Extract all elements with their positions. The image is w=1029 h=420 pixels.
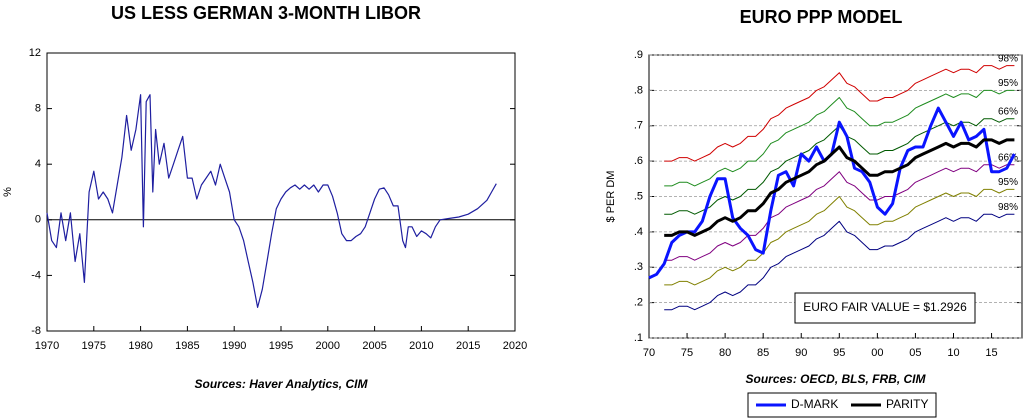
band-label: 66% [998,106,1018,117]
x-tick-label: 90 [795,347,807,359]
y-axis-label: % [2,187,14,197]
x-tick-label: 70 [643,347,655,359]
x-tick-label: 00 [871,347,883,359]
chart: US LESS GERMAN 3-MONTH LIBOR% Sources: Ha… [2,3,527,391]
band-label: 98% [998,53,1018,64]
plot-area [46,52,516,332]
x-tick-label: 2015 [456,340,480,352]
series-line [664,138,1015,237]
x-tick-label: 05 [909,347,921,359]
x-tick-label: 15 [985,347,997,359]
y-tick-label: .8 [634,84,643,96]
y-tick-label: -8 [31,325,41,337]
y-tick-label: .2 [634,297,643,309]
band-line [664,164,1015,261]
legend-label: PARITY [886,397,928,411]
y-tick-label: .6 [634,155,643,167]
band-line [664,213,1015,311]
y-tick-label: 8 [35,103,41,115]
x-tick-label: 1980 [128,340,152,352]
x-tick-label: 95 [833,347,845,359]
x-tick-label: 75 [681,347,693,359]
band-line [664,65,1015,162]
x-tick-label: 80 [719,347,731,359]
legend-label: D-MARK [791,397,838,411]
band-label: 95% [998,177,1018,188]
chart: EURO PPP MODEL $ PER DM Sources: OECD, BLS… [605,7,1023,418]
y-axis-label: $ PER DM [605,171,617,223]
source: Sources: OECD, BLS, FRB, CIM [745,372,926,386]
annotation-box [794,292,976,324]
x-tick-label: 2010 [409,340,433,352]
x-tick-label: 10 [947,347,959,359]
chart-title: EURO PPP MODEL [740,7,903,27]
x-tick-label: 1975 [82,340,106,352]
y-tick-label: .7 [634,120,643,132]
x-tick-label: 1985 [175,340,199,352]
y-tick-label: 0 [35,214,41,226]
y-tick-label: 12 [29,47,41,59]
y-tick-label: -4 [31,269,41,281]
x-tick-label: 2000 [316,340,340,352]
y-tick-label: 4 [35,158,41,170]
line [46,94,497,308]
x-tick-label: 1990 [222,340,246,352]
annotation: EURO FAIR VALUE = $1.2926 [803,300,967,314]
x-tick-label: 1970 [35,340,59,352]
source: Sources: Haver Analytics, CIM [195,377,369,391]
x-tick-label: 2020 [503,340,527,352]
y-tick-label: .5 [634,190,643,202]
x-tick-label: 1995 [269,340,293,352]
y-tick-label: .9 [634,49,643,61]
chart-title: US LESS GERMAN 3-MONTH LIBOR [111,3,421,23]
band-label: 95% [998,78,1018,89]
x-tick-label: 85 [757,347,769,359]
band-line [664,89,1015,187]
band-label: 66% [998,152,1018,163]
y-tick-label: .4 [634,226,643,238]
x-tick-label: 2005 [362,340,386,352]
band-label: 98% [998,202,1018,213]
band-line [664,188,1015,286]
y-tick-label: .1 [634,332,643,344]
y-tick-label: .3 [634,261,643,273]
